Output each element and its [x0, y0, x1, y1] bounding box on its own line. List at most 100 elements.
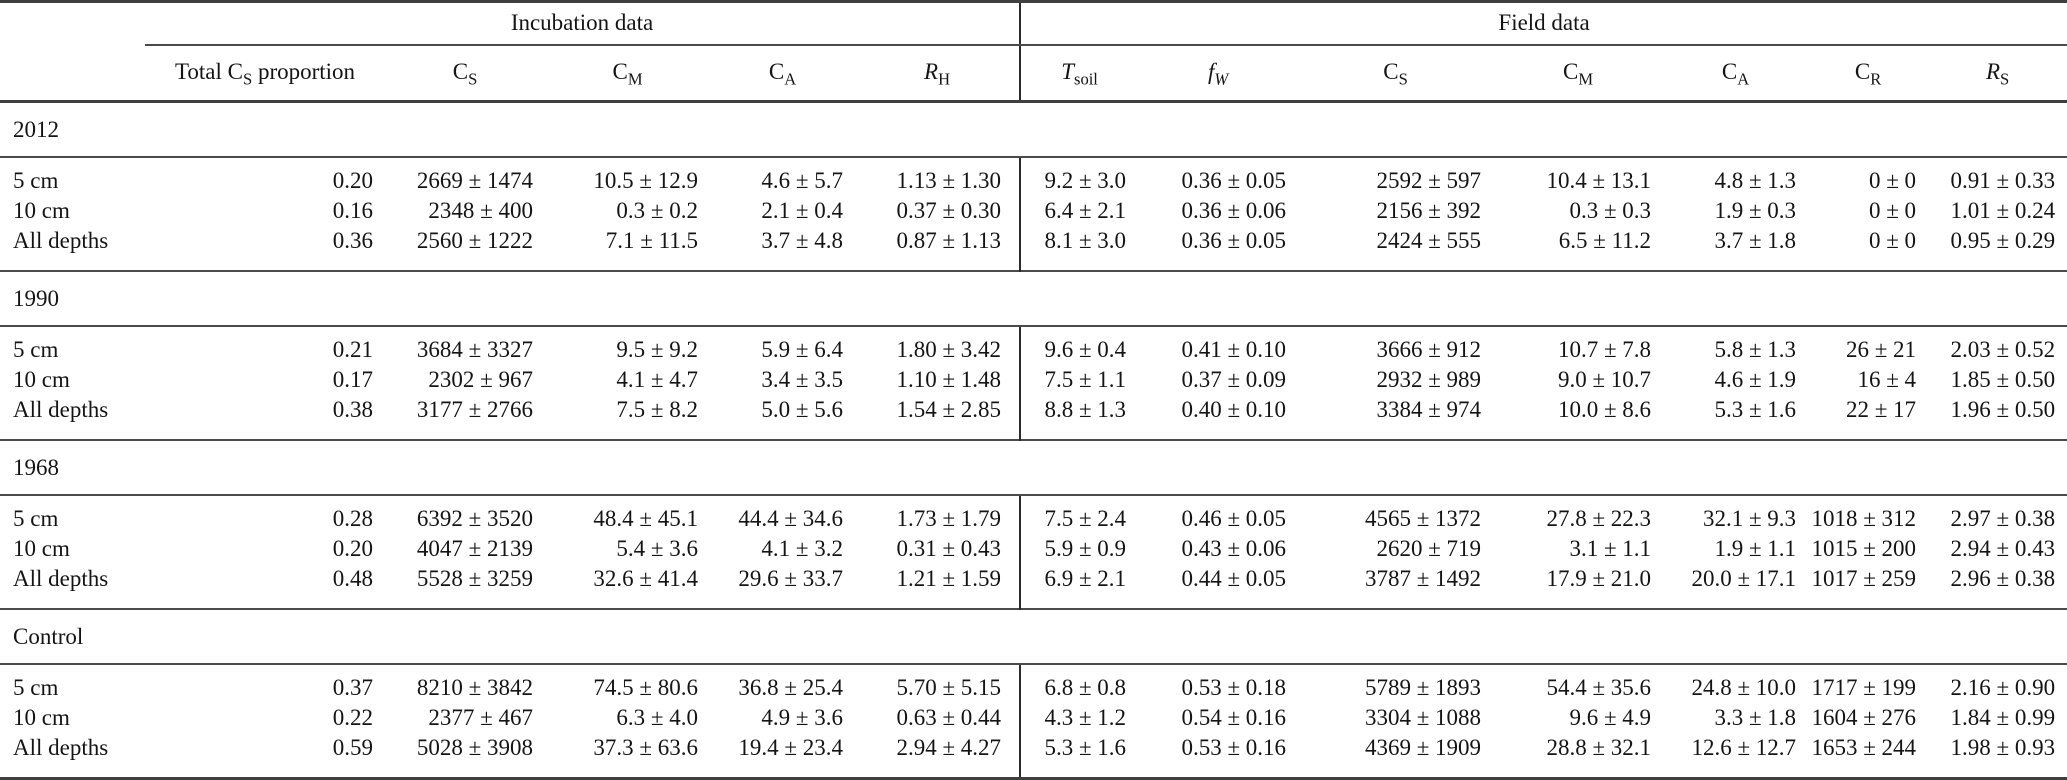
value-cell: 5.9 ± 6.4 — [761, 337, 843, 362]
value-cell: 3384 ± 974 — [1376, 397, 1482, 422]
value-cell: 2592 ± 597 — [1376, 168, 1482, 193]
value-cell: 37.3 ± 63.6 — [593, 735, 698, 760]
group-label-row: 1990 — [0, 270, 2067, 327]
table-row-10-cm: 10 cm 0.20 4047 ± 2139 5.4 ± 3.6 4.1 ± 3.2 0.… — [0, 534, 2067, 564]
value-cell: 4.1 ± 4.7 — [616, 367, 698, 392]
value-cell: 2620 ± 719 — [1376, 536, 1482, 561]
header-text: f — [1207, 59, 1215, 84]
value-cell: 5.0 ± 5.6 — [761, 397, 843, 422]
value-cell: 2.03 ± 0.52 — [1950, 337, 2056, 362]
value-cell: 7.1 ± 11.5 — [605, 228, 698, 253]
row-label: 5 cm — [13, 675, 59, 700]
table-row-all-depths: All depths 0.38 3177 ± 2766 7.5 ± 8.2 5.0 ± … — [0, 395, 2067, 440]
value-cell: 10.5 ± 12.9 — [593, 168, 698, 193]
value-cell: 2.96 ± 0.38 — [1950, 566, 2056, 591]
column-header-ca-incubation: CA — [710, 45, 855, 103]
value-cell: 1653 ± 244 — [1811, 735, 1917, 760]
group-2012: 2012 5 cm 0.20 2669 ± 1474 10.5 ± 12.9 4.6 ± … — [0, 101, 2067, 271]
header-subscript: A — [784, 69, 797, 89]
value-cell: 0.43 ± 0.06 — [1181, 536, 1287, 561]
value-cell: 4565 ± 1372 — [1364, 506, 1482, 531]
value-cell: 1.10 ± 1.48 — [855, 365, 1022, 395]
value-cell: 2560 ± 1222 — [416, 228, 533, 253]
value-cell: 7.5 ± 2.4 — [1044, 506, 1127, 531]
value-cell: 9.2 ± 3.0 — [1044, 168, 1127, 193]
header-text: C — [1383, 59, 1399, 84]
header-subscript: S — [468, 69, 478, 89]
value-cell: 26 ± 21 — [1845, 337, 1917, 362]
value-cell: 29.6 ± 33.7 — [738, 566, 843, 591]
value-cell: 10.4 ± 13.1 — [1546, 168, 1652, 193]
header-subscript: W — [1214, 69, 1229, 89]
value-cell: 0.54 ± 0.16 — [1181, 705, 1287, 730]
table-header: Incubation data Field data Total CS prop… — [0, 1, 2067, 103]
value-cell: 4.8 ± 1.3 — [1714, 168, 1797, 193]
header-text: C — [1563, 59, 1579, 84]
value-cell: 9.5 ± 9.2 — [616, 337, 698, 362]
value-cell: 9.6 ± 0.4 — [1044, 337, 1127, 362]
value-cell: 0.37 — [332, 675, 373, 700]
row-label: 10 cm — [13, 705, 70, 730]
value-cell: 32.1 ± 9.3 — [1702, 506, 1797, 531]
value-cell: 0.31 ± 0.43 — [855, 534, 1022, 564]
value-cell: 6.4 ± 2.1 — [1044, 198, 1127, 223]
value-cell: 7.5 ± 8.2 — [616, 397, 698, 422]
header-subscript: H — [938, 69, 951, 89]
table-row-5-cm: 5 cm 0.21 3684 ± 3327 9.5 ± 9.2 5.9 ± 6.4 1.8… — [0, 326, 2067, 365]
column-header-rh: RH — [855, 45, 1022, 103]
value-cell: 4.6 ± 5.7 — [761, 168, 843, 193]
value-cell: 2424 ± 555 — [1376, 228, 1482, 253]
table-row-all-depths: All depths 0.48 5528 ± 3259 32.6 ± 41.4 29.6… — [0, 564, 2067, 609]
value-cell: 0.17 — [332, 367, 373, 392]
header-text: C — [1721, 59, 1738, 84]
value-cell: 0.36 ± 0.05 — [1181, 228, 1287, 253]
value-cell: 0 ± 0 — [1868, 198, 1917, 223]
stub-header-empty-2 — [0, 45, 145, 103]
value-cell: 0.95 ± 0.29 — [1950, 228, 2056, 253]
value-cell: 48.4 ± 45.1 — [593, 506, 698, 531]
value-cell: 4369 ± 1909 — [1364, 735, 1482, 760]
value-cell: 3684 ± 3327 — [416, 337, 533, 362]
header-text: T — [1061, 59, 1074, 84]
column-header-cs-field: CS — [1298, 45, 1494, 103]
value-cell: 1.73 ± 1.79 — [855, 495, 1022, 534]
value-cell: 2.16 ± 0.90 — [1950, 675, 2056, 700]
group-label-row: 1968 — [0, 439, 2067, 496]
header-text: C — [1854, 59, 1871, 84]
value-cell: 2.94 ± 0.43 — [1950, 536, 2056, 561]
group-label: 1990 — [0, 270, 2067, 327]
value-cell: 5528 ± 3259 — [416, 566, 533, 591]
header-text: Total C — [174, 59, 243, 84]
value-cell: 2.94 ± 4.27 — [855, 733, 1022, 779]
value-cell: 0.21 — [332, 337, 373, 362]
value-cell: 2377 ± 467 — [428, 705, 533, 730]
row-label: All depths — [13, 228, 109, 253]
header-subscript: A — [1737, 69, 1750, 89]
value-cell: 5.70 ± 5.15 — [855, 664, 1022, 703]
value-cell: 24.8 ± 10.0 — [1691, 675, 1797, 700]
value-cell: 0.37 ± 0.30 — [855, 196, 1022, 226]
value-cell: 0.36 ± 0.06 — [1181, 198, 1287, 223]
value-cell: 54.4 ± 35.6 — [1546, 675, 1652, 700]
column-header-tsoil: Tsoil — [1020, 45, 1139, 103]
value-cell: 27.8 ± 22.3 — [1546, 506, 1652, 531]
value-cell: 1.80 ± 3.42 — [855, 326, 1022, 365]
value-cell: 3787 ± 1492 — [1364, 566, 1482, 591]
value-cell: 2156 ± 392 — [1376, 198, 1482, 223]
header-subscript: S — [242, 69, 253, 89]
value-cell: 1604 ± 276 — [1811, 705, 1917, 730]
value-cell: 17.9 ± 21.0 — [1546, 566, 1652, 591]
group-label: Control — [0, 608, 2067, 665]
value-cell: 0.40 ± 0.10 — [1181, 397, 1287, 422]
value-cell: 1015 ± 200 — [1811, 536, 1917, 561]
value-cell: 8.1 ± 3.0 — [1044, 228, 1127, 253]
value-cell: 2348 ± 400 — [428, 198, 533, 223]
value-cell: 0.28 — [332, 506, 373, 531]
row-label: 5 cm — [13, 506, 59, 531]
value-cell: 5.3 ± 1.6 — [1044, 735, 1127, 760]
value-cell: 0.22 — [332, 705, 373, 730]
value-cell: 5028 ± 3908 — [416, 735, 533, 760]
value-cell: 0.48 — [332, 566, 373, 591]
value-cell: 1.85 ± 0.50 — [1950, 367, 2056, 392]
value-cell: 1.54 ± 2.85 — [855, 395, 1022, 440]
